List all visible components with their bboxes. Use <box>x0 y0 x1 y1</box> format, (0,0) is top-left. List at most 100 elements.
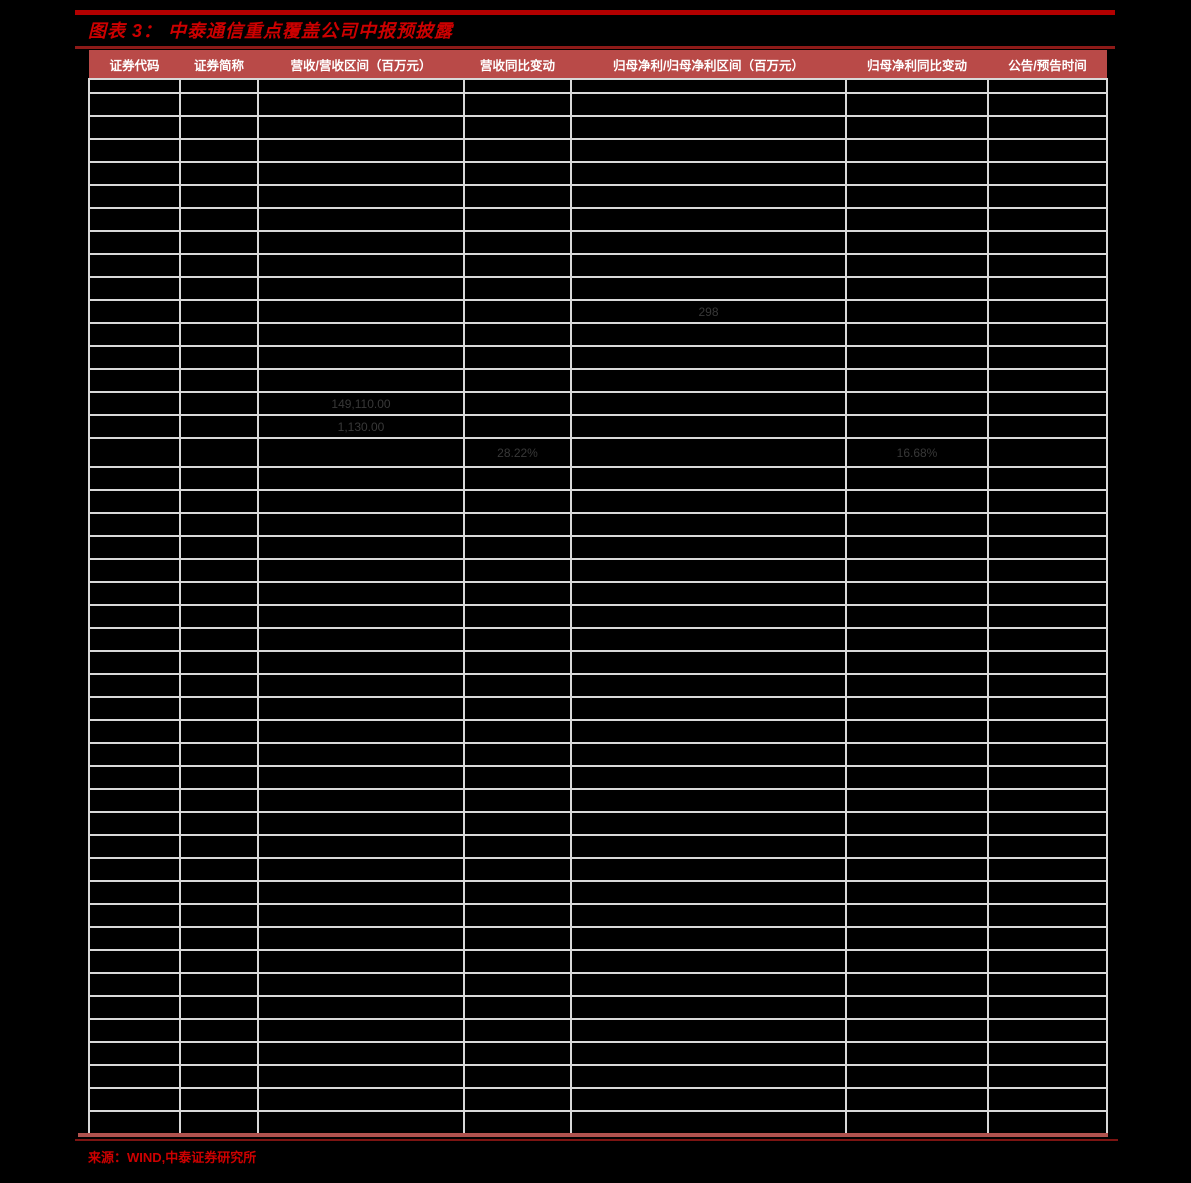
table-cell <box>179 742 259 767</box>
table-cell <box>570 696 847 721</box>
table-cell <box>987 558 1108 583</box>
table-cell <box>570 949 847 974</box>
table-cell <box>463 650 572 675</box>
table-cell <box>570 581 847 606</box>
table-cell-value: 1,130.00 <box>257 414 465 439</box>
table-cell <box>463 627 572 652</box>
table-cell <box>570 92 847 117</box>
table-row <box>88 184 1108 209</box>
table-cell <box>987 696 1108 721</box>
table-cell <box>987 1087 1108 1112</box>
table-cell <box>463 696 572 721</box>
table-row <box>88 115 1108 140</box>
table-cell <box>88 161 181 186</box>
table-cell <box>179 489 259 514</box>
table-cell <box>987 78 1108 94</box>
table-cell <box>463 466 572 491</box>
table-cell <box>463 1018 572 1043</box>
table-cell <box>987 138 1108 163</box>
table-row <box>88 995 1108 1020</box>
table-cell <box>463 1064 572 1089</box>
table-cell <box>845 207 989 232</box>
table-cell <box>570 230 847 255</box>
table-cell <box>88 92 181 117</box>
table-cell <box>179 1064 259 1089</box>
bottom-accent-line <box>75 1139 1118 1141</box>
table-cell <box>987 322 1108 347</box>
table-row <box>88 345 1108 370</box>
table-cell <box>463 414 572 439</box>
table-cell <box>463 1041 572 1066</box>
table-cell <box>179 414 259 439</box>
table-cell <box>257 581 465 606</box>
table-cell <box>987 604 1108 629</box>
table-cell <box>987 834 1108 859</box>
table-cell <box>987 972 1108 997</box>
table-row <box>88 650 1108 675</box>
table-cell <box>987 926 1108 951</box>
table-cell <box>570 995 847 1020</box>
table-cell <box>179 1041 259 1066</box>
table-cell <box>257 535 465 560</box>
table-cell <box>179 1087 259 1112</box>
table-cell <box>845 650 989 675</box>
table-cell <box>987 673 1108 698</box>
table-cell <box>570 742 847 767</box>
table-cell <box>257 903 465 928</box>
table-cell <box>987 276 1108 301</box>
table-cell <box>845 1018 989 1043</box>
table-cell <box>845 765 989 790</box>
table-cell <box>987 1018 1108 1043</box>
table-cell <box>179 903 259 928</box>
table-cell <box>845 604 989 629</box>
table-cell <box>257 253 465 278</box>
table-cell <box>88 604 181 629</box>
table-cell <box>257 742 465 767</box>
table-cell <box>570 903 847 928</box>
table-cell <box>179 949 259 974</box>
table-cell <box>88 696 181 721</box>
table-cell <box>463 880 572 905</box>
table-cell <box>88 1110 181 1134</box>
table-cell <box>463 719 572 744</box>
table-cell <box>987 345 1108 370</box>
table-cell <box>463 742 572 767</box>
table-cell <box>463 92 572 117</box>
table-cell <box>257 765 465 790</box>
table-cell <box>987 437 1108 468</box>
table-cell <box>257 115 465 140</box>
table-cell <box>845 1041 989 1066</box>
table-cell <box>463 857 572 882</box>
table-row: 149,110.00 <box>88 391 1108 416</box>
table-cell <box>987 765 1108 790</box>
table-cell <box>88 253 181 278</box>
table-cell <box>463 535 572 560</box>
table-cell <box>179 437 259 468</box>
table-row <box>88 1041 1108 1066</box>
table-cell <box>570 1110 847 1134</box>
table-row <box>88 489 1108 514</box>
table-cell <box>570 1087 847 1112</box>
table-cell <box>845 696 989 721</box>
table-cell <box>570 650 847 675</box>
table-cell <box>257 696 465 721</box>
table-cell <box>257 299 465 324</box>
table-cell <box>88 207 181 232</box>
table-cell <box>257 276 465 301</box>
table-cell <box>845 414 989 439</box>
table-row <box>88 903 1108 928</box>
table-cell <box>257 1018 465 1043</box>
table-cell <box>88 811 181 836</box>
table-row <box>88 1064 1108 1089</box>
table-cell <box>88 903 181 928</box>
table-row: 28.22% 16.68% <box>88 437 1108 468</box>
table-cell <box>570 253 847 278</box>
header-cell-3: 营收/营收区间（百万元） <box>258 50 464 79</box>
table-cell <box>987 857 1108 882</box>
table-cell <box>987 92 1108 117</box>
table-cell <box>179 719 259 744</box>
table-row <box>88 92 1108 117</box>
table-cell <box>845 1064 989 1089</box>
table-row <box>88 811 1108 836</box>
table-cell <box>845 391 989 416</box>
